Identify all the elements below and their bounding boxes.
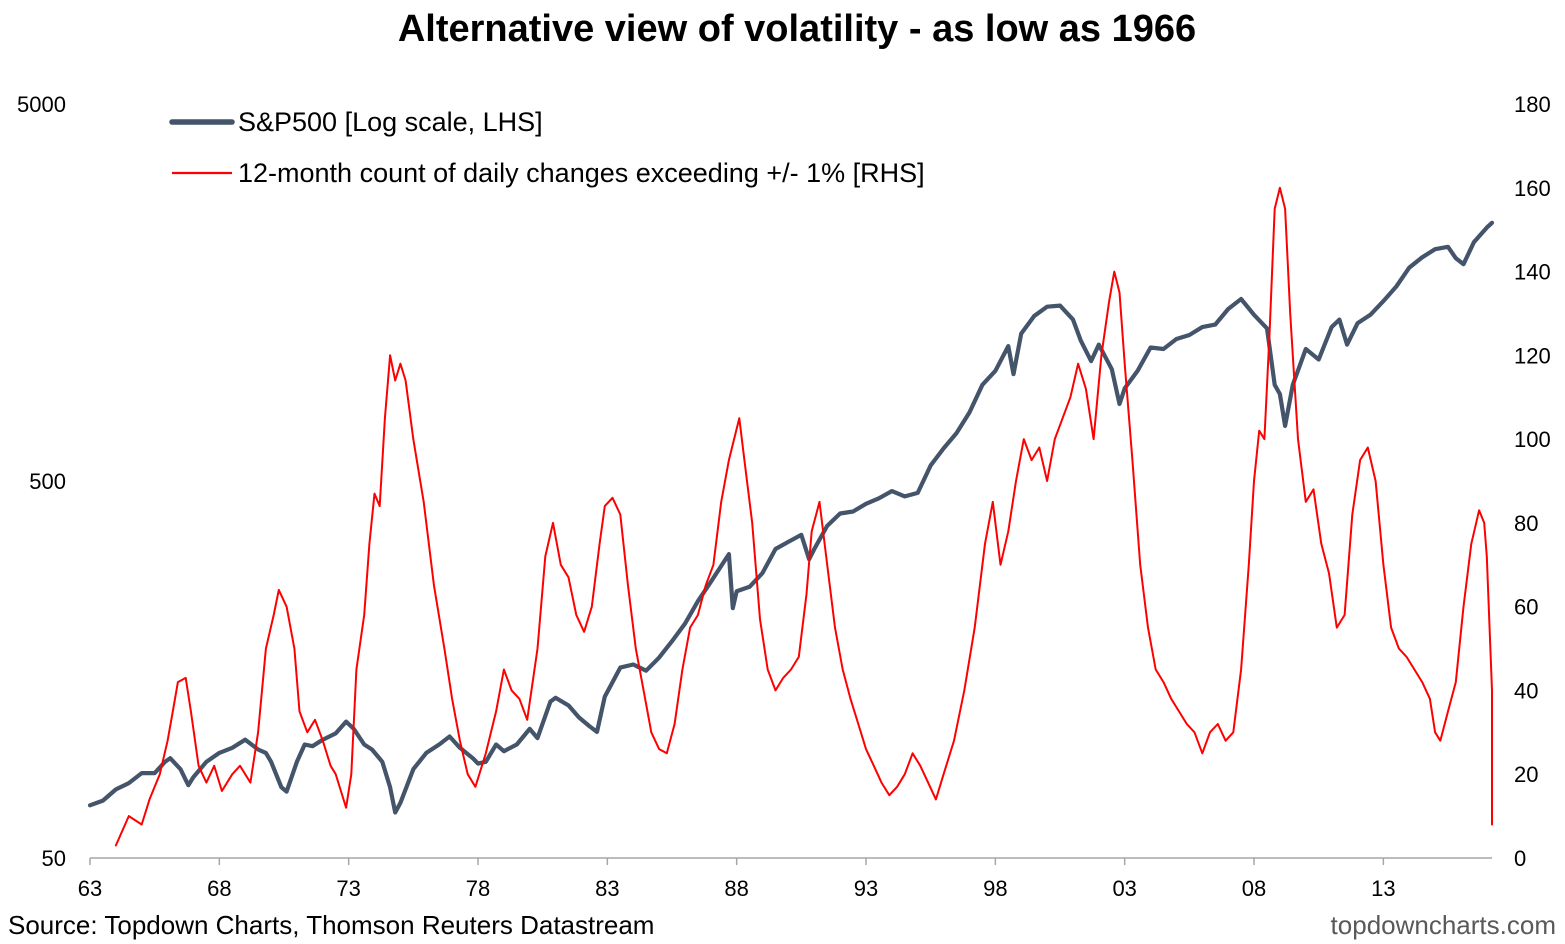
- y-right-tick-label: 0: [1514, 846, 1526, 871]
- volatility-count-line: [114, 186, 1493, 847]
- source-text: Source: Topdown Charts, Thomson Reuters …: [8, 910, 654, 940]
- x-tick-label: 88: [724, 876, 748, 901]
- lines-group: [87, 186, 1495, 847]
- x-tick-label: 68: [207, 876, 231, 901]
- legend: S&P500 [Log scale, LHS] 12-month count o…: [169, 107, 925, 188]
- y-right-tick-label: 140: [1514, 260, 1551, 285]
- x-tick-label: 98: [983, 876, 1007, 901]
- x-tick-label: 93: [854, 876, 878, 901]
- sp500-line: [87, 220, 1495, 815]
- legend-label-sp500: S&P500 [Log scale, LHS]: [238, 107, 543, 137]
- x-ticks: 63 68 73 78 83 88 93 98 03 08 13: [78, 858, 1396, 901]
- y-right-tick-label: 60: [1514, 595, 1538, 620]
- y-left-tick-label: 5000: [17, 92, 66, 117]
- y-left-tick-label: 50: [42, 846, 66, 871]
- chart-title: Alternative view of volatility - as low …: [398, 8, 1196, 50]
- y-left-ticks: 50 500 5000: [17, 92, 66, 871]
- legend-label-vol: 12-month count of daily changes exceedin…: [238, 158, 925, 188]
- brand-text: topdowncharts.com: [1331, 910, 1556, 940]
- y-left-tick-label: 500: [29, 469, 66, 494]
- x-tick-label: 03: [1112, 876, 1136, 901]
- x-tick-label: 83: [595, 876, 619, 901]
- y-right-tick-label: 40: [1514, 678, 1538, 703]
- x-tick-label: 73: [336, 876, 360, 901]
- y-right-tick-label: 80: [1514, 511, 1538, 536]
- y-right-tick-label: 120: [1514, 343, 1551, 368]
- y-right-tick-label: 20: [1514, 762, 1538, 787]
- x-tick-label: 08: [1242, 876, 1266, 901]
- y-right-ticks: 0 20 40 60 80 100 120 140 160 180: [1514, 92, 1551, 871]
- x-tick-label: 78: [466, 876, 490, 901]
- y-right-tick-label: 100: [1514, 427, 1551, 452]
- x-tick-label: 13: [1371, 876, 1395, 901]
- y-right-tick-label: 180: [1514, 92, 1551, 117]
- x-tick-label: 63: [78, 876, 102, 901]
- y-right-tick-label: 160: [1514, 176, 1551, 201]
